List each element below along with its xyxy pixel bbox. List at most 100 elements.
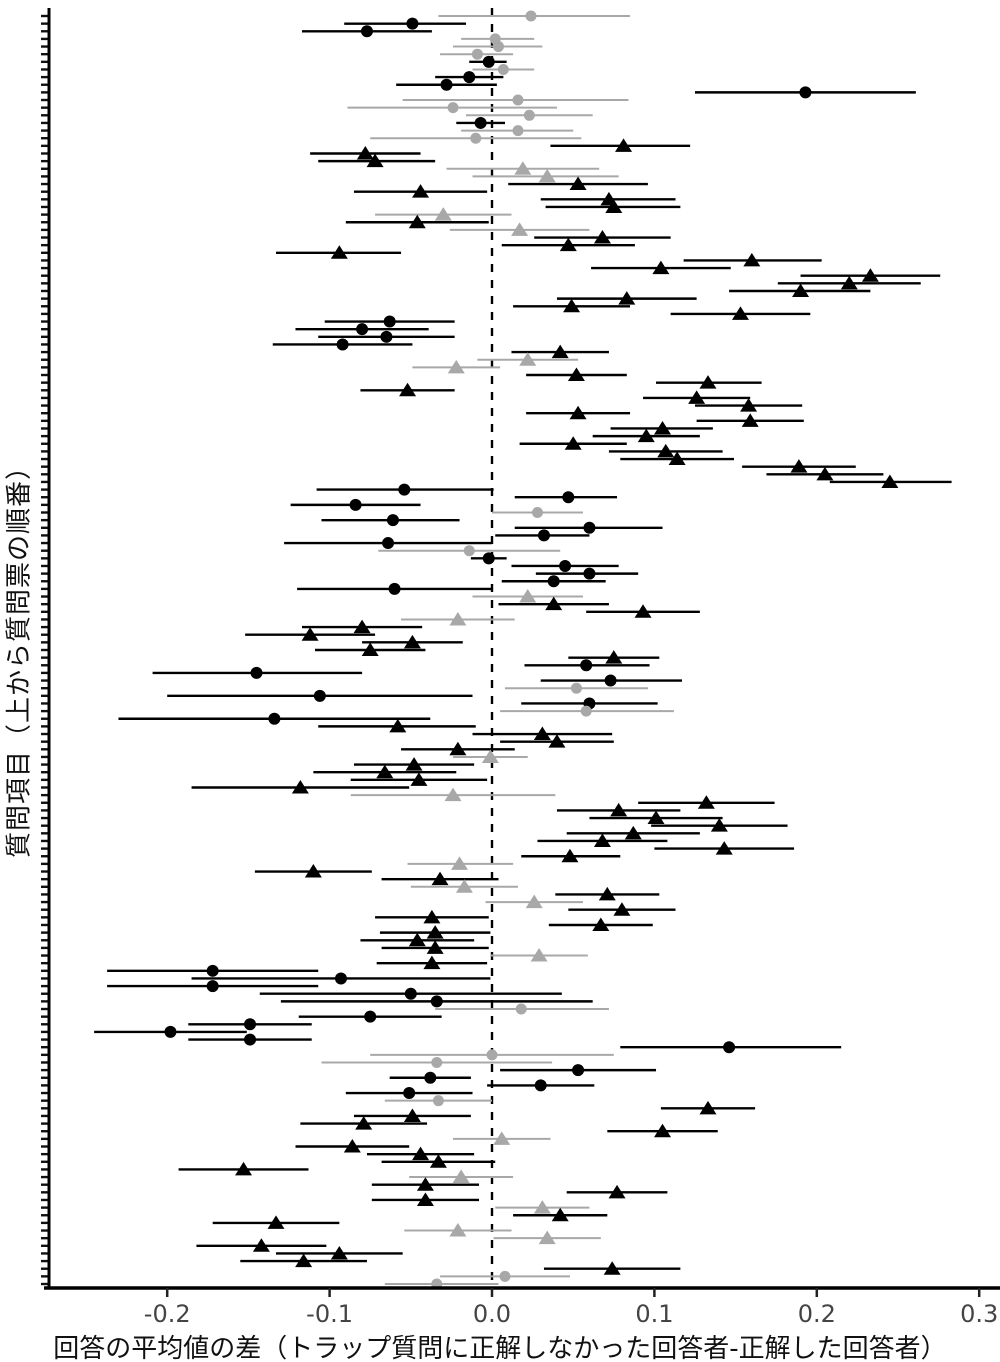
point-triangle	[561, 848, 579, 863]
point-triangle	[563, 298, 581, 313]
point-triangle	[426, 940, 444, 954]
point-circle	[531, 507, 543, 519]
point-triangle	[449, 1223, 467, 1237]
point-triangle	[699, 375, 717, 389]
point-triangle	[481, 749, 499, 763]
point-triangle	[376, 764, 394, 779]
point-circle	[403, 1087, 416, 1100]
point-triangle	[654, 420, 672, 435]
point-circle	[250, 666, 263, 679]
point-circle	[334, 972, 347, 985]
point-triangle	[295, 1253, 313, 1268]
point-triangle	[592, 917, 610, 931]
point-triangle	[514, 161, 532, 175]
point-triangle	[343, 1139, 361, 1153]
point-circle	[360, 25, 373, 38]
point-circle	[388, 582, 401, 595]
point-circle	[499, 1270, 511, 1282]
point-triangle	[652, 260, 670, 275]
point-triangle	[608, 1184, 626, 1199]
x-axis-title: 回答の平均値の差（トラップ質問に正解しなかった回答者-正解した回答者）	[53, 1334, 947, 1362]
point-triangle	[792, 283, 810, 297]
x-axis-tick-label: 0.3	[960, 1300, 998, 1328]
point-circle	[206, 980, 219, 993]
point-triangle	[525, 894, 543, 909]
point-circle	[604, 674, 617, 687]
point-triangle	[840, 275, 858, 290]
point-circle	[559, 559, 572, 572]
point-triangle	[452, 1169, 470, 1184]
point-triangle	[569, 176, 587, 191]
point-triangle	[403, 1108, 421, 1122]
point-triangle	[538, 168, 556, 183]
point-triangle	[530, 948, 548, 962]
point-triangle	[593, 833, 611, 847]
point-circle	[398, 483, 411, 496]
point-circle	[349, 498, 362, 511]
point-circle	[364, 1010, 377, 1023]
point-triangle	[412, 1146, 430, 1161]
x-axis-tick-label: -0.1	[306, 1300, 353, 1328]
point-circle	[799, 86, 812, 99]
point-triangle	[405, 757, 423, 771]
point-triangle	[426, 925, 444, 939]
point-triangle	[330, 245, 348, 259]
point-circle	[580, 659, 593, 672]
point-triangle	[538, 1230, 556, 1245]
point-circle	[440, 78, 453, 91]
point-triangle	[688, 390, 706, 404]
point-triangle	[647, 810, 665, 825]
point-circle	[424, 1071, 437, 1084]
point-triangle	[451, 856, 469, 870]
point-triangle	[423, 909, 441, 924]
point-circle	[515, 1003, 527, 1015]
point-circle	[547, 575, 560, 588]
point-circle	[430, 995, 443, 1008]
point-circle	[244, 1033, 257, 1046]
point-triangle	[551, 344, 569, 359]
point-circle	[572, 1064, 585, 1077]
point-circle	[463, 71, 476, 84]
point-triangle	[881, 474, 899, 488]
point-triangle	[416, 1177, 434, 1191]
point-triangle	[361, 642, 379, 656]
point-triangle	[410, 772, 428, 786]
point-triangle	[252, 1238, 270, 1252]
point-triangle	[618, 291, 636, 305]
point-triangle	[519, 589, 537, 603]
point-circle	[356, 323, 369, 336]
point-circle	[537, 529, 550, 542]
x-axis-tick-label: 0.0	[473, 1300, 511, 1328]
point-triangle	[598, 886, 616, 901]
point-triangle	[399, 382, 417, 397]
x-axis-tick-label: 0.2	[798, 1300, 836, 1328]
point-triangle	[431, 871, 449, 886]
point-triangle	[654, 1123, 672, 1138]
point-triangle	[455, 879, 473, 893]
point-circle	[486, 1049, 498, 1061]
point-circle	[431, 1056, 443, 1068]
point-triangle	[699, 1100, 717, 1115]
point-triangle	[330, 1245, 348, 1260]
point-triangle	[434, 207, 452, 221]
point-triangle	[545, 596, 563, 611]
point-circle	[336, 338, 349, 351]
point-triangle	[559, 237, 577, 252]
point-circle	[497, 63, 509, 75]
x-axis-tick-label: -0.2	[144, 1300, 191, 1328]
point-circle	[562, 491, 575, 504]
point-triangle	[569, 405, 587, 420]
point-triangle	[610, 802, 628, 817]
point-triangle	[408, 932, 426, 947]
point-circle	[470, 132, 482, 144]
point-circle	[525, 10, 537, 22]
point-triangle	[605, 650, 623, 664]
point-triangle	[511, 222, 529, 236]
point-triangle	[408, 214, 426, 229]
point-triangle	[533, 1200, 551, 1214]
point-triangle	[637, 428, 655, 443]
point-triangle	[304, 864, 322, 878]
point-triangle	[861, 268, 879, 282]
point-triangle	[423, 955, 441, 970]
